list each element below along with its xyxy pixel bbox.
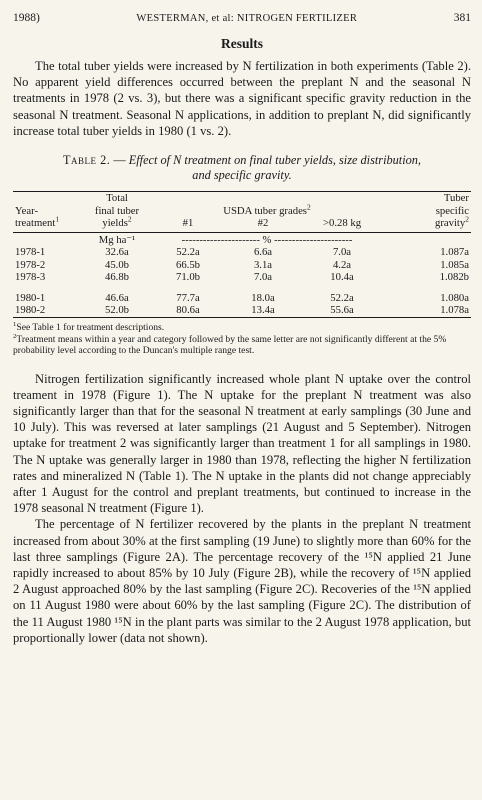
cell-treatment: 1978-2 (15, 258, 46, 271)
cell-total: 32.6a (105, 246, 129, 259)
cell-total: 45.0b (104, 258, 130, 271)
col-total-line3: yields2 (81, 215, 153, 233)
cell-treatment: 1978-3 (15, 271, 46, 284)
unit-percent: ---------------------- % ---------------… (181, 233, 353, 246)
running-title-authors: WESTERMAN, et al: (136, 13, 234, 24)
results-paragraph: The total tuber yields were increased by… (13, 59, 471, 138)
footnote-1: 1See Table 1 for treatment descriptions. (13, 320, 165, 334)
caption-line2: and specific gravity. (192, 168, 292, 183)
cell-sg: 1.082b (439, 271, 469, 284)
table-caption: Table 2. — Effect of N treatment on fina… (13, 153, 471, 183)
cell-g3: 10.4a (330, 271, 354, 284)
running-title-topic: NITROGEN FERTILIZER (236, 13, 358, 24)
cell-g1: 52.2a (176, 246, 200, 259)
col-year-line2: treatment1 (13, 215, 81, 233)
cell-g2: 13.4a (251, 304, 275, 317)
footnote-2: 2Treatment means within a year and categ… (13, 332, 447, 357)
cell-g1: 71.0b (175, 271, 201, 284)
col-year-line1: Year- (15, 204, 39, 217)
running-title: WESTERMAN, et al: NITROGEN FERTILIZER (136, 13, 357, 24)
cell-g3: 55.6a (330, 304, 354, 317)
journal-page: 1988) WESTERMAN, et al: NITROGEN FERTILI… (13, 0, 471, 646)
cell-sg: 1.085a (440, 258, 469, 271)
caption-dash: — (113, 153, 126, 168)
col-grade2: #2 (223, 217, 303, 233)
col-grade1: #1 (153, 217, 223, 233)
table-body: Mg ha⁻¹ ---------------------- % -------… (13, 232, 471, 318)
cell-sg: 1.087a (440, 246, 469, 259)
cell-g3: 7.0a (332, 246, 352, 259)
cell-treatment: 1980-2 (15, 304, 46, 317)
cell-total: 46.6a (105, 291, 129, 304)
cell-g2: 3.1a (253, 258, 273, 271)
page-number: 381 (453, 12, 471, 24)
col-sg-line2: specific (435, 204, 469, 217)
cell-sg: 1.080a (440, 291, 469, 304)
cell-g1: 80.6a (176, 304, 200, 317)
cell-treatment: 1980-1 (15, 291, 46, 304)
col-sg-line3: gravity2 (381, 215, 471, 233)
cell-sg: 1.078a (440, 304, 469, 317)
caption-line1: Effect of N treatment on final tuber yie… (128, 153, 422, 168)
cell-g3: 4.2a (332, 258, 352, 271)
body-paragraph-3: The percentage of N fertilizer recovered… (13, 517, 471, 645)
data-table: Total Tuber Year- final tuber USDA tuber… (13, 191, 471, 318)
table-row: 1980-1 46.6a 77.7a 18.0a 52.2a 1.080a (13, 292, 471, 305)
col-total-line2: final tuber (94, 204, 140, 217)
cell-g1: 77.7a (176, 291, 200, 304)
running-header: 1988) WESTERMAN, et al: NITROGEN FERTILI… (13, 4, 471, 24)
cell-g2: 7.0a (253, 271, 273, 284)
table-footnotes: 1See Table 1 for treatment descriptions.… (13, 320, 471, 357)
cell-total: 46.8b (104, 271, 130, 284)
table-number: Table 2. (62, 153, 111, 168)
cell-treatment: 1978-1 (15, 246, 46, 259)
col-total-line1: Total (106, 192, 128, 205)
cell-total: 52.0b (104, 304, 130, 317)
cell-g2: 6.6a (253, 246, 273, 259)
table-row: 1980-2 52.0b 80.6a 13.4a 55.6a 1.078a (13, 304, 471, 318)
col-grade3: >0.28 kg (303, 217, 381, 233)
col-sg-line1: Tuber (443, 192, 469, 205)
body-paragraph-2: Nitrogen fertilization significantly inc… (13, 371, 471, 516)
header-year: 1988) (13, 12, 40, 24)
table-row: 1978-1 32.6a 52.2a 6.6a 7.0a 1.087a (13, 246, 471, 259)
section-heading: Results (220, 36, 263, 51)
table-row: 1978-2 45.0b 66.5b 3.1a 4.2a 1.085a (13, 259, 471, 272)
col-grades-header: USDA tuber grades2 (223, 201, 311, 217)
cell-g2: 18.0a (251, 291, 275, 304)
unit-yield: Mg ha⁻¹ (98, 233, 136, 246)
cell-g1: 66.5b (175, 258, 201, 271)
table-row: 1978-3 46.8b 71.0b 7.0a 10.4a 1.082b (13, 271, 471, 284)
cell-g3: 52.2a (330, 291, 354, 304)
